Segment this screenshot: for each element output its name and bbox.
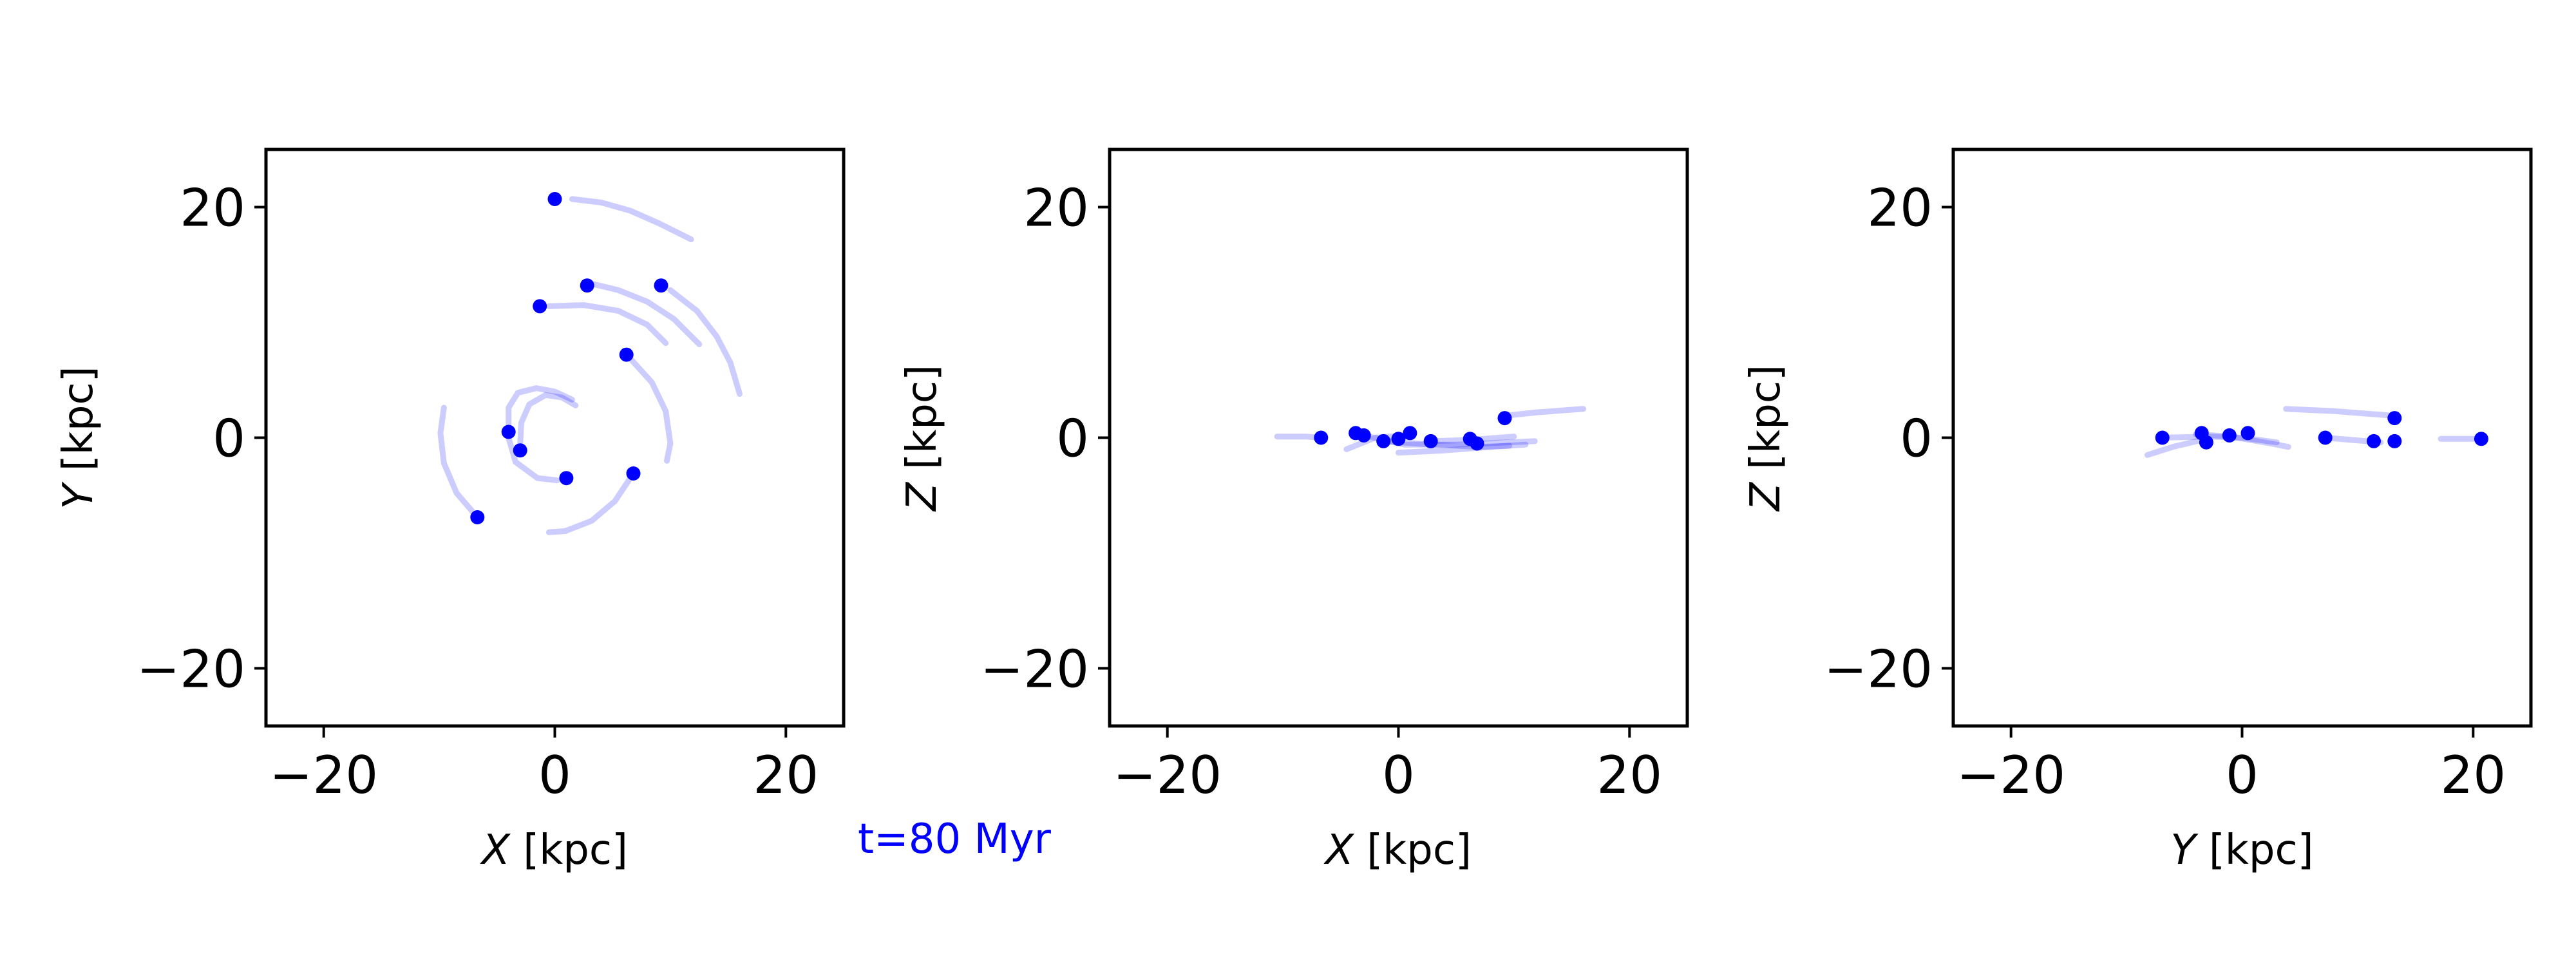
data-point xyxy=(2155,430,2170,445)
orbit-trail xyxy=(667,287,743,397)
x-tick-label: −20 xyxy=(1956,745,2065,805)
data-point xyxy=(533,299,547,314)
orbit-trail xyxy=(2193,431,2291,450)
panel-xz: −20 0 20 −20 0 20 X [kpc] Z [kpc] xyxy=(898,148,1689,874)
data-point xyxy=(2240,426,2255,441)
x-axis-label: Y [kpc] xyxy=(2170,826,2313,874)
orbit-trail xyxy=(546,470,636,535)
data-point xyxy=(2367,434,2381,448)
x-tick-label: 0 xyxy=(1382,745,1415,805)
orbit-trail xyxy=(1502,406,1586,419)
x-tick-label: 0 xyxy=(2226,745,2259,805)
data-point xyxy=(626,466,641,481)
data-point xyxy=(1376,434,1391,448)
x-tick-label: −20 xyxy=(1113,745,1222,805)
y-tick-label: −20 xyxy=(137,640,245,700)
data-point xyxy=(654,278,668,293)
x-axis-label: X [kpc] xyxy=(480,826,628,874)
orbit-trail xyxy=(506,385,575,430)
data-point xyxy=(2474,432,2488,446)
y-axis-label: Y [kpc] xyxy=(55,366,102,509)
orbit-trail xyxy=(506,435,560,484)
y-tick-label: 20 xyxy=(1867,178,1933,238)
x-tick-label: 0 xyxy=(538,745,571,805)
data-point xyxy=(619,347,634,362)
data-point xyxy=(513,443,527,458)
y-axis-label: Z [kpc] xyxy=(898,365,946,512)
data-point xyxy=(501,425,516,439)
data-point xyxy=(547,192,562,206)
data-point xyxy=(580,278,594,293)
x-tick-label: 20 xyxy=(2440,745,2506,805)
orbit-trail xyxy=(437,405,480,520)
data-point xyxy=(1470,436,1484,451)
data-point xyxy=(2318,430,2333,445)
time-annotation: t=80 Myr xyxy=(858,816,1052,863)
data-point xyxy=(1391,432,1406,446)
orbit-trail xyxy=(517,392,579,448)
panel-yz: −20 0 20 −20 0 20 Y [kpc] Z [kpc] xyxy=(1742,148,2533,874)
y-tick-label: −20 xyxy=(980,640,1089,700)
y-tick-label: 0 xyxy=(1900,409,1933,469)
x-tick-label: 20 xyxy=(753,745,819,805)
data-point xyxy=(1314,430,1329,445)
y-tick-label: 20 xyxy=(1023,178,1089,238)
y-tick-label: 20 xyxy=(180,178,245,238)
orbit-trail xyxy=(1396,441,1529,456)
orbit-trail xyxy=(1380,438,1513,450)
x-tick-label: −20 xyxy=(269,745,378,805)
data-point xyxy=(2387,434,2402,448)
data-point xyxy=(1423,434,1438,448)
orbit-trail xyxy=(2283,406,2398,419)
y-tick-label: 0 xyxy=(213,409,245,469)
y-axis-label: Z [kpc] xyxy=(1742,365,1790,512)
x-tick-label: 20 xyxy=(1596,745,1662,805)
y-tick-label: −20 xyxy=(1824,640,1933,700)
data-point xyxy=(559,471,574,486)
data-point xyxy=(1497,411,1512,426)
orbit-trail xyxy=(627,355,674,464)
x-axis-label: X [kpc] xyxy=(1323,826,1472,874)
axes-frame xyxy=(264,148,846,728)
orbit-trail xyxy=(546,302,669,347)
panel-xy: −20 0 20 −20 0 20 X [kpc] Y [kpc] xyxy=(55,148,846,874)
orbit-trail xyxy=(2144,437,2205,458)
data-point xyxy=(2387,411,2402,426)
y-tick-label: 0 xyxy=(1056,409,1089,469)
data-point xyxy=(2222,428,2237,443)
data-point xyxy=(1356,428,1371,443)
orbit-trail xyxy=(569,196,694,243)
data-point xyxy=(470,510,485,524)
data-point xyxy=(2199,435,2213,450)
data-point xyxy=(1403,426,1417,441)
orbit-trail xyxy=(586,280,703,347)
